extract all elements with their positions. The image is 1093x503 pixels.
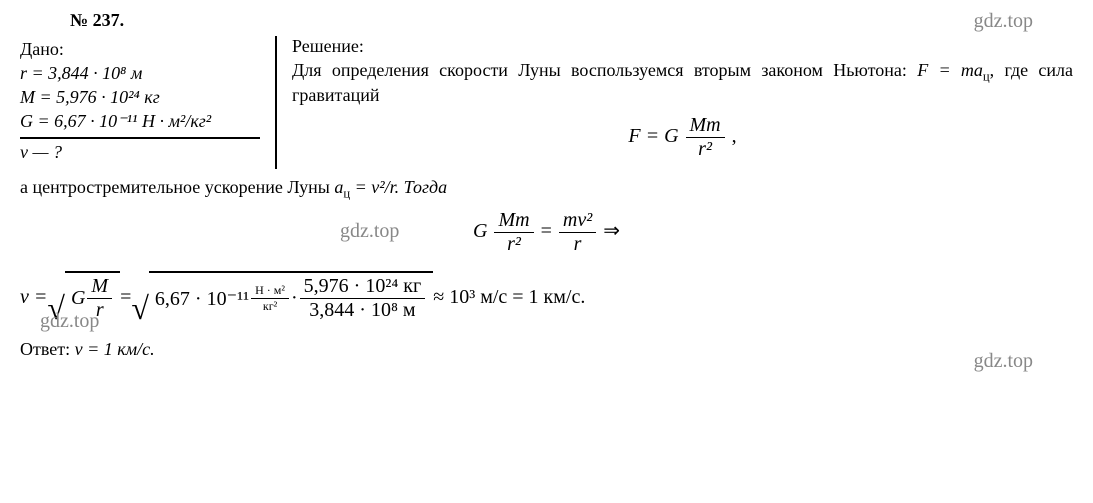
eq-right-num: mv²	[559, 209, 596, 233]
solution-block: Решение: Для определения скорости Луны в…	[277, 36, 1073, 169]
given-block: Дано: r = 3,844 · 10⁸ м M = 5,976 · 10²⁴…	[20, 36, 277, 169]
sol-t3: а центростремительное ускорение Луны	[20, 177, 334, 197]
continuation-text: а центростремительное ускорение Луны aц …	[20, 177, 1073, 202]
answer-value: v = 1 км/с.	[75, 339, 155, 359]
final-v: v =	[20, 286, 47, 309]
problem-body: Дано: r = 3,844 · 10⁸ м M = 5,976 · 10²⁴…	[20, 36, 1073, 169]
solution-text-1: Для определения скорости Луны воспользуе…	[292, 60, 1073, 106]
final-Gval: 6,67 · 10⁻¹¹	[155, 286, 249, 311]
watermark-top: gdz.top	[974, 10, 1033, 33]
final-bigden: 3,844 · 10⁸ м	[300, 299, 426, 322]
sqrt-sign-2: √	[131, 292, 149, 324]
eq-equals: =	[541, 220, 557, 242]
final-eq2: =	[120, 286, 131, 309]
eq-arrow: ⇒	[603, 220, 620, 242]
grav-num: Mm	[686, 114, 725, 138]
grav-F: F = G	[628, 125, 678, 147]
eq-left-den: r²	[494, 233, 533, 256]
final-formula: v = √ G M r = √ 6,67 · 10⁻¹¹ Н · м² кг² …	[20, 271, 1073, 324]
solution-t1: Для определения скорости Луны воспользуе…	[292, 60, 917, 80]
watermark-mid: gdz.top	[340, 220, 399, 243]
newton-formula: F = ma	[917, 60, 983, 80]
gravity-formula: F = G Mm r² ,	[292, 114, 1073, 161]
final-G1: G	[71, 287, 85, 310]
grav-comma: ,	[732, 125, 737, 147]
given-M: M = 5,976 · 10²⁴ кг	[20, 87, 260, 108]
accel-eq: = v²/r. Тогда	[350, 177, 447, 197]
final-approx: ≈ 10³ м/с = 1 км/с.	[433, 286, 585, 309]
final-bignum: 5,976 · 10²⁴ кг	[300, 275, 426, 299]
problem-number: № 237.	[70, 10, 124, 31]
eq-right-den: r	[559, 233, 596, 256]
final-unit-den: кг²	[251, 299, 289, 314]
eq-G: G	[473, 220, 487, 242]
answer-line: Ответ: v = 1 км/с.	[20, 339, 1073, 360]
eq-left-num: Mm	[494, 209, 533, 233]
header: № 237.	[20, 10, 1073, 31]
given-label: Дано:	[20, 39, 260, 60]
accel-a: a	[334, 177, 343, 197]
final-unit-num: Н · м²	[251, 283, 289, 299]
watermark-left: gdz.top	[40, 310, 99, 333]
grav-den: r²	[686, 138, 725, 161]
solution-label: Решение:	[292, 36, 1073, 57]
given-find: v — ?	[20, 137, 260, 163]
final-num1: M	[87, 275, 112, 299]
sqrt-2: √ 6,67 · 10⁻¹¹ Н · м² кг² · 5,976 · 10²⁴…	[131, 271, 433, 324]
given-r: r = 3,844 · 10⁸ м	[20, 63, 260, 84]
final-dot: ·	[291, 287, 298, 310]
watermark-right: gdz.top	[974, 350, 1033, 373]
answer-label: Ответ:	[20, 339, 75, 359]
newton-sub: ц	[983, 70, 990, 84]
given-G: G = 6,67 · 10⁻¹¹ Н · м²/кг²	[20, 111, 260, 132]
derivation-formula: G Mm r² = mv² r ⇒	[20, 209, 1073, 256]
